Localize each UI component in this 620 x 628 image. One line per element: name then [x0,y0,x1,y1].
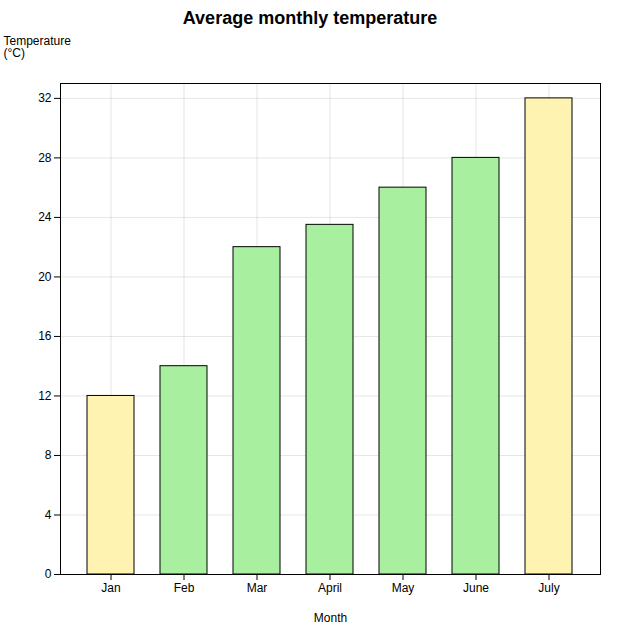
svg-text:28: 28 [38,151,52,165]
svg-text:May: May [392,581,415,595]
svg-text:Feb: Feb [174,581,195,595]
svg-text:8: 8 [45,448,52,462]
svg-text:Mar: Mar [247,581,268,595]
svg-text:Temperature(°C): Temperature(°C) [4,34,72,60]
svg-text:0: 0 [45,567,52,581]
svg-text:20: 20 [38,270,52,284]
html-text:Average monthly temperature: Average monthly temperature [182,8,438,28]
svg-text:12: 12 [38,389,52,403]
svg-text:16: 16 [38,329,52,343]
svg-text:32: 32 [38,91,52,105]
svg-text:Month: Month [314,611,347,625]
svg-text:24: 24 [38,210,52,224]
svg-text:Jan: Jan [101,581,120,595]
svg-text:4: 4 [45,508,52,522]
svg-text:July: July [538,581,559,595]
svg-text:April: April [318,581,342,595]
svg-text:June: June [463,581,489,595]
